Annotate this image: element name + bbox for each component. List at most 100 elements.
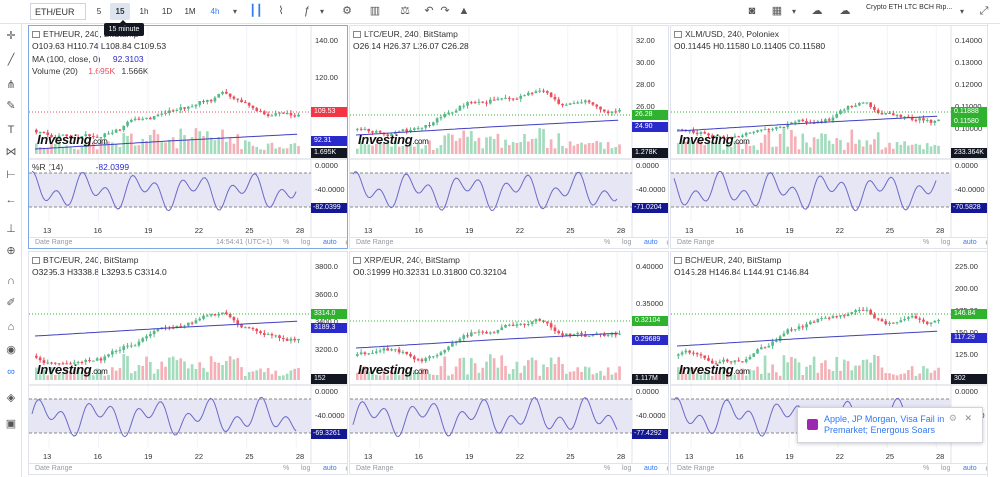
fullscreen-icon[interactable]: ⤢ [979, 5, 989, 17]
footer-settings-gear-icon[interactable]: ⚙ [985, 465, 987, 473]
news-headline-link[interactable]: Apple, JP Morgan, Visa Fail in Premarket… [824, 414, 945, 435]
log-scale-toggle[interactable]: log [941, 465, 951, 472]
auto-scale-toggle[interactable]: auto [963, 239, 977, 246]
date-range-button[interactable]: Date Range [35, 239, 73, 246]
interval-5m-button[interactable]: 5 [96, 7, 102, 16]
volume-legend[interactable]: Volume (20) 1.695K 1.566K [32, 66, 149, 76]
brush-icon[interactable]: ✎ [6, 100, 16, 112]
log-scale-toggle[interactable]: log [301, 465, 311, 472]
trend-line-icon[interactable]: ╱ [7, 54, 15, 66]
interval-1h-button[interactable]: 1h [139, 7, 149, 16]
indicators-icon[interactable]: ƒ [303, 5, 311, 17]
chart-canvas[interactable] [671, 252, 988, 475]
compare-icon[interactable]: ⌇ [278, 5, 284, 17]
undo-icon[interactable]: ↶ [424, 5, 434, 17]
layers-icon[interactable]: ◈ [6, 392, 16, 404]
chart-canvas[interactable] [671, 26, 988, 249]
alerts-bars-icon[interactable]: ▥ [369, 5, 381, 17]
magnet-icon[interactable]: ∩ [7, 275, 15, 287]
date-range-button[interactable]: Date Range [677, 465, 715, 472]
percent-scale-toggle[interactable]: % [923, 465, 930, 472]
collapse-toggle-icon[interactable] [674, 257, 682, 265]
footer-settings-gear-icon[interactable]: ⚙ [666, 239, 668, 247]
log-scale-toggle[interactable]: log [622, 465, 632, 472]
chart-panel-ltc[interactable]: LTC/EUR, 240, BitStamp O26.14 H26.37 L26.… [349, 25, 669, 249]
layout-title[interactable]: Crypto ETH LTC BCH Rip... [866, 4, 952, 11]
chart-panel-xlm[interactable]: XLM/USD, 240, Poloniex O0.11445 H0.11580 … [670, 25, 988, 249]
auto-scale-toggle[interactable]: auto [323, 465, 337, 472]
stay-in-drawing-mode-icon[interactable]: ✐ [6, 297, 16, 309]
chart-canvas[interactable] [29, 252, 348, 475]
collapse-toggle-icon[interactable] [353, 257, 361, 265]
back-arrow-icon[interactable]: ← [5, 194, 17, 206]
footer-settings-gear-icon[interactable]: ⚙ [666, 465, 668, 473]
date-range-button[interactable]: Date Range [677, 239, 715, 246]
percent-scale-toggle[interactable]: % [283, 465, 290, 472]
layout-dropdown-icon[interactable]: ▾ [791, 7, 796, 16]
layout-grid-icon[interactable]: ▦ [771, 5, 783, 17]
layout-title-dropdown-icon[interactable]: ▾ [959, 7, 964, 16]
collapse-toggle-icon[interactable] [32, 31, 40, 39]
news-settings-gear-icon[interactable]: ⚙ [948, 413, 957, 423]
footer-settings-gear-icon[interactable]: ⚙ [345, 239, 347, 247]
chart-title[interactable]: BCH/EUR, 240, BitStamp [674, 255, 781, 265]
zoom-in-icon[interactable]: ⊕ [6, 245, 16, 257]
date-range-button[interactable]: Date Range [356, 465, 394, 472]
date-range-button[interactable]: Date Range [35, 465, 73, 472]
auto-scale-toggle[interactable]: auto [644, 465, 658, 472]
wr-legend[interactable]: %R (14) -82.0399 [32, 162, 130, 172]
chart-canvas[interactable] [350, 26, 669, 249]
crosshair-icon[interactable]: ✛ [6, 30, 16, 42]
text-tool-icon[interactable]: T [7, 124, 15, 136]
log-scale-toggle[interactable]: log [301, 239, 311, 246]
link-sync-icon[interactable]: ∞ [7, 366, 15, 378]
interval-dropdown-icon[interactable]: ▾ [232, 7, 237, 16]
collapse-toggle-icon[interactable] [353, 31, 361, 39]
chart-title[interactable]: XRP/EUR, 240, BitStamp [353, 255, 460, 265]
cloud-load-icon[interactable]: ☁ [839, 5, 851, 17]
interval-4h-button[interactable]: 4h [210, 7, 220, 16]
chart-panel-btc[interactable]: BTC/EUR, 240, BitStamp O3295.3 H3338.8 L3… [28, 251, 348, 475]
measure-icon[interactable]: ⊥ [6, 223, 16, 235]
percent-scale-toggle[interactable]: % [604, 465, 611, 472]
log-scale-toggle[interactable]: log [941, 239, 951, 246]
interval-1d-button[interactable]: 1D [161, 7, 173, 16]
lock-icon[interactable]: ⌂ [7, 321, 15, 333]
symbol-search-input[interactable]: ETH/EUR [30, 3, 86, 20]
camera-snapshot-icon[interactable]: ◙ [748, 5, 756, 17]
auto-scale-toggle[interactable]: auto [963, 465, 977, 472]
log-scale-toggle[interactable]: log [622, 239, 632, 246]
eye-visibility-icon[interactable]: ◉ [6, 344, 16, 356]
news-notification[interactable]: Apple, JP Morgan, Visa Fail in Premarket… [797, 407, 983, 443]
chart-title[interactable]: BTC/EUR, 240, BitStamp [32, 255, 138, 265]
publish-rocket-icon[interactable]: ▲ [458, 5, 470, 17]
pitchfork-icon[interactable]: ⋔ [6, 79, 16, 91]
chart-canvas[interactable] [29, 26, 348, 249]
percent-scale-toggle[interactable]: % [283, 239, 290, 246]
footer-settings-gear-icon[interactable]: ⚙ [985, 239, 987, 247]
chart-title[interactable]: ETH/EUR, 240, BitStamp [32, 29, 138, 39]
cloud-save-icon[interactable]: ☁ [811, 5, 823, 17]
ma-legend[interactable]: MA (100, close, 0) 92.3103 [32, 54, 144, 64]
collapse-toggle-icon[interactable] [674, 31, 682, 39]
chart-panel-xrp[interactable]: XRP/EUR, 240, BitStamp O0.31999 H0.32331 … [349, 251, 669, 475]
interval-15m-button[interactable]: 15 [110, 3, 130, 20]
auto-scale-toggle[interactable]: auto [323, 239, 337, 246]
percent-scale-toggle[interactable]: % [604, 239, 611, 246]
settings-gear-icon[interactable]: ⚙ [342, 5, 352, 17]
candles-chart-type-icon[interactable]: ┃┃ [249, 5, 263, 17]
prediction-tool-icon[interactable]: ⊢ [6, 169, 16, 181]
pattern-tool-icon[interactable]: ⋈ [5, 146, 17, 158]
chart-panel-eth[interactable]: ETH/EUR, 240, BitStamp O109.63 H110.74 L1… [28, 25, 348, 249]
date-range-button[interactable]: Date Range [356, 239, 394, 246]
collapse-toggle-icon[interactable] [32, 257, 40, 265]
percent-scale-toggle[interactable]: % [923, 239, 930, 246]
chart-title[interactable]: LTC/EUR, 240, BitStamp [353, 29, 458, 39]
auto-scale-toggle[interactable]: auto [644, 239, 658, 246]
indicators-dropdown-icon[interactable]: ▾ [319, 7, 324, 16]
news-close-icon[interactable]: ✕ [964, 413, 972, 423]
balance-scale-icon[interactable]: ⚖ [400, 5, 410, 17]
chart-canvas[interactable] [350, 252, 669, 475]
redo-icon[interactable]: ↷ [440, 5, 450, 17]
trash-icon[interactable]: ▣ [5, 418, 17, 430]
